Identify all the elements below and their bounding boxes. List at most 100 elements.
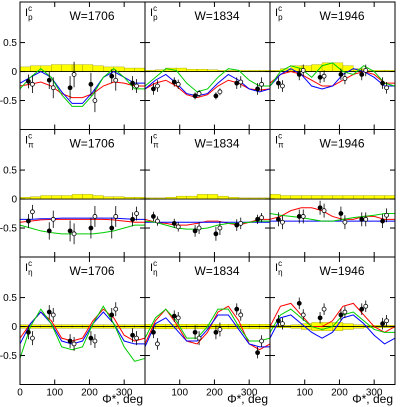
y-label-sub: p bbox=[153, 13, 158, 22]
y-tick-label: 0.5 bbox=[3, 293, 17, 304]
systematic-band bbox=[290, 195, 302, 200]
systematic-band bbox=[71, 64, 83, 72]
systematic-band bbox=[353, 195, 364, 200]
panel-title: W=1946 bbox=[319, 264, 364, 278]
model-curve bbox=[19, 218, 145, 223]
data-point bbox=[134, 211, 139, 216]
systematic-band bbox=[103, 66, 114, 72]
data-point bbox=[280, 83, 285, 89]
panel-title: W=1834 bbox=[194, 264, 239, 278]
panel-title: W=1946 bbox=[319, 9, 364, 23]
x-tick-label: 100 bbox=[171, 388, 188, 399]
data-point bbox=[217, 225, 223, 231]
y-tick-label: 0.5 bbox=[3, 38, 17, 49]
data-point bbox=[363, 303, 369, 309]
data-point bbox=[380, 321, 385, 327]
data-point bbox=[175, 81, 181, 87]
y-axis-label: Ic π bbox=[275, 132, 284, 150]
data-point bbox=[276, 216, 281, 222]
systematic-band bbox=[269, 194, 281, 200]
y-label-base: I bbox=[25, 135, 28, 147]
systematic-band bbox=[321, 195, 333, 200]
data-point bbox=[238, 79, 244, 85]
data-point bbox=[155, 83, 160, 89]
systematic-band bbox=[207, 194, 219, 200]
model-curve bbox=[269, 302, 396, 333]
data-point bbox=[30, 335, 35, 341]
model-curve bbox=[269, 62, 396, 87]
y-label-sup: c bbox=[28, 259, 32, 268]
y-axis-label: Ic η bbox=[150, 259, 158, 277]
y-label-sup: c bbox=[278, 4, 282, 13]
systematic-band bbox=[61, 195, 73, 200]
data-point bbox=[300, 67, 306, 73]
panel-title: W=1706 bbox=[69, 137, 114, 151]
data-point bbox=[234, 222, 240, 228]
y-label-sup: c bbox=[28, 4, 32, 13]
data-point bbox=[130, 80, 135, 86]
y-tick-label: -0.5 bbox=[0, 96, 17, 107]
data-point bbox=[384, 212, 389, 218]
y-tick-label: 0 bbox=[11, 322, 17, 333]
data-point bbox=[217, 89, 223, 95]
systematic-band bbox=[40, 65, 52, 72]
model-curve bbox=[269, 213, 395, 222]
data-point bbox=[151, 214, 156, 219]
data-point bbox=[26, 78, 31, 84]
data-point bbox=[380, 218, 385, 224]
y-label-base: I bbox=[25, 262, 28, 274]
panel: W=1946 Ic π bbox=[269, 129, 396, 258]
panel-title: W=1706 bbox=[69, 9, 114, 23]
model-curve bbox=[144, 308, 271, 342]
panel: 0.5 0 -0.5 W=1706 Ic π bbox=[0, 129, 146, 258]
model-curve bbox=[19, 81, 145, 99]
systematic-band bbox=[342, 195, 354, 200]
data-point bbox=[276, 318, 281, 324]
data-point bbox=[50, 312, 56, 318]
systematic-band bbox=[373, 195, 385, 200]
model-curve bbox=[20, 217, 145, 220]
data-point bbox=[238, 312, 244, 318]
panel: 0.5 0 -0.5 0 100 200 300 W=1706 Ic η Φ*, deg bbox=[0, 256, 146, 406]
data-point bbox=[109, 225, 115, 231]
systematic-band bbox=[311, 195, 323, 200]
y-label-sub: p bbox=[278, 13, 283, 22]
model-curve bbox=[144, 220, 270, 230]
systematic-band bbox=[217, 195, 229, 200]
panel-title: W=1834 bbox=[194, 137, 239, 151]
data-point bbox=[255, 86, 260, 92]
systematic-band bbox=[92, 65, 104, 72]
systematic-band bbox=[71, 194, 83, 200]
x-tick-label: 200 bbox=[81, 388, 98, 399]
x-tick-label: 0 bbox=[17, 388, 23, 399]
y-tick-label: 0.5 bbox=[3, 166, 17, 177]
data-point bbox=[155, 341, 160, 347]
systematic-band bbox=[123, 67, 135, 72]
data-point bbox=[238, 220, 244, 226]
y-label-sub: η bbox=[278, 268, 282, 277]
x-tick-label: 300 bbox=[366, 388, 383, 399]
systematic-band bbox=[51, 64, 62, 72]
panel: W=1834 Ic p bbox=[144, 1, 271, 130]
data-point bbox=[317, 74, 323, 80]
data-point bbox=[196, 225, 202, 231]
data-point bbox=[234, 306, 240, 312]
panel: 0.5 0 -0.5 W=1706 Ic p bbox=[0, 1, 146, 130]
data-point bbox=[213, 231, 219, 237]
data-point bbox=[92, 214, 98, 219]
y-label-sub: p bbox=[28, 13, 33, 22]
y-tick-label: 0 bbox=[11, 67, 17, 78]
data-point bbox=[259, 215, 264, 220]
y-label-sub: π bbox=[153, 141, 159, 150]
panel-frame bbox=[269, 256, 396, 385]
y-label-base: I bbox=[275, 262, 278, 274]
data-point bbox=[30, 209, 35, 215]
systematic-band bbox=[82, 64, 94, 72]
data-point bbox=[134, 83, 139, 89]
systematic-band bbox=[30, 65, 42, 72]
y-axis-label: Ic p bbox=[150, 4, 158, 22]
model-curve bbox=[19, 67, 145, 107]
data-point bbox=[192, 228, 198, 234]
